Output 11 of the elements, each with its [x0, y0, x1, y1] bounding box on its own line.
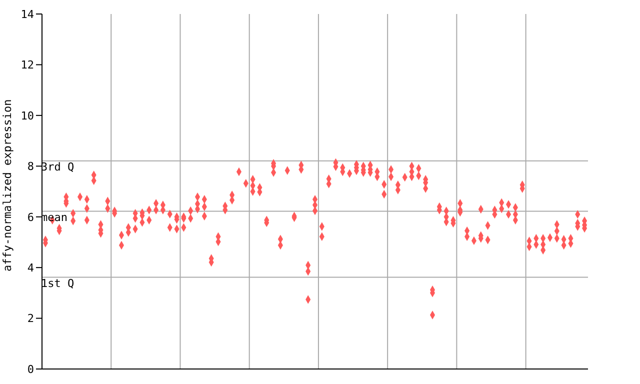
y-tick-label: 6 — [27, 210, 34, 224]
ref-line-label: 1st Q — [41, 277, 74, 290]
y-tick-label: 0 — [27, 362, 34, 376]
y-tick-label: 14 — [20, 8, 34, 21]
y-tick-label: 12 — [20, 58, 34, 72]
y-axis-title: affy-normalized expression — [0, 99, 14, 272]
ref-line-label: 3rd Q — [41, 160, 74, 174]
y-tick-label: 2 — [27, 312, 34, 326]
y-tick-label: 8 — [27, 160, 34, 174]
y-tick-label: 4 — [27, 261, 34, 274]
y-tick-label: 10 — [20, 109, 34, 122]
